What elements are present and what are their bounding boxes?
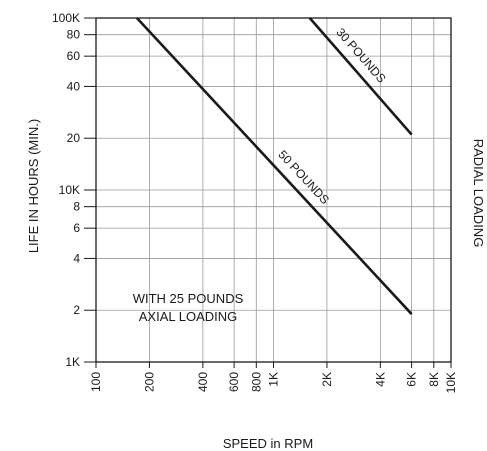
x-tick-label-7: 4K bbox=[373, 372, 387, 387]
x-tick-label-10: 10K bbox=[444, 372, 458, 393]
x-tick-label-9: 8K bbox=[427, 372, 441, 387]
y-tick-label-8: 60 bbox=[67, 49, 81, 63]
y-tick-label-1: 2 bbox=[73, 303, 80, 317]
series-lines bbox=[135, 17, 413, 315]
x-axis-label: SPEED in RPM bbox=[223, 436, 313, 451]
y-tick-label-7: 40 bbox=[67, 79, 81, 93]
x-tick-label-5: 1K bbox=[267, 372, 281, 387]
series-line-0 bbox=[135, 17, 413, 315]
y-tick-label-2: 4 bbox=[73, 251, 80, 265]
y-tick-label-4: 8 bbox=[73, 200, 80, 214]
y-axis-label: LIFE IN HOURS (MIN.) bbox=[26, 119, 41, 253]
annotation-line-2: AXIAL LOADING bbox=[139, 309, 238, 324]
x-tick-label-4: 800 bbox=[249, 372, 263, 392]
x-tick-label-1: 200 bbox=[142, 372, 156, 392]
x-tick-label-3: 600 bbox=[227, 372, 241, 392]
right-axis-label: RADIAL LOADING bbox=[471, 139, 486, 248]
x-tick-label-0: 100 bbox=[89, 372, 103, 392]
annotation-line-1: WITH 25 POUNDS bbox=[133, 291, 244, 306]
x-tick-label-6: 2K bbox=[320, 372, 334, 387]
y-tick-label-0: 1K bbox=[65, 355, 80, 369]
series-line-1 bbox=[308, 17, 413, 136]
y-tick-label-10: 100K bbox=[52, 11, 80, 25]
x-tick-labels: 100 200 400 600 800 1K 2K 4K 6K 8K 10K bbox=[89, 362, 458, 393]
y-tick-label-3: 6 bbox=[73, 221, 80, 235]
x-tick-label-8: 6K bbox=[405, 372, 419, 387]
y-tick-label-5: 10K bbox=[59, 183, 80, 197]
y-tick-labels: 1K 2 4 6 8 10K 20 40 60 80 100K bbox=[52, 11, 96, 369]
y-tick-label-9: 80 bbox=[67, 28, 81, 42]
x-tick-label-2: 400 bbox=[196, 372, 210, 392]
y-tick-label-6: 20 bbox=[67, 131, 81, 145]
